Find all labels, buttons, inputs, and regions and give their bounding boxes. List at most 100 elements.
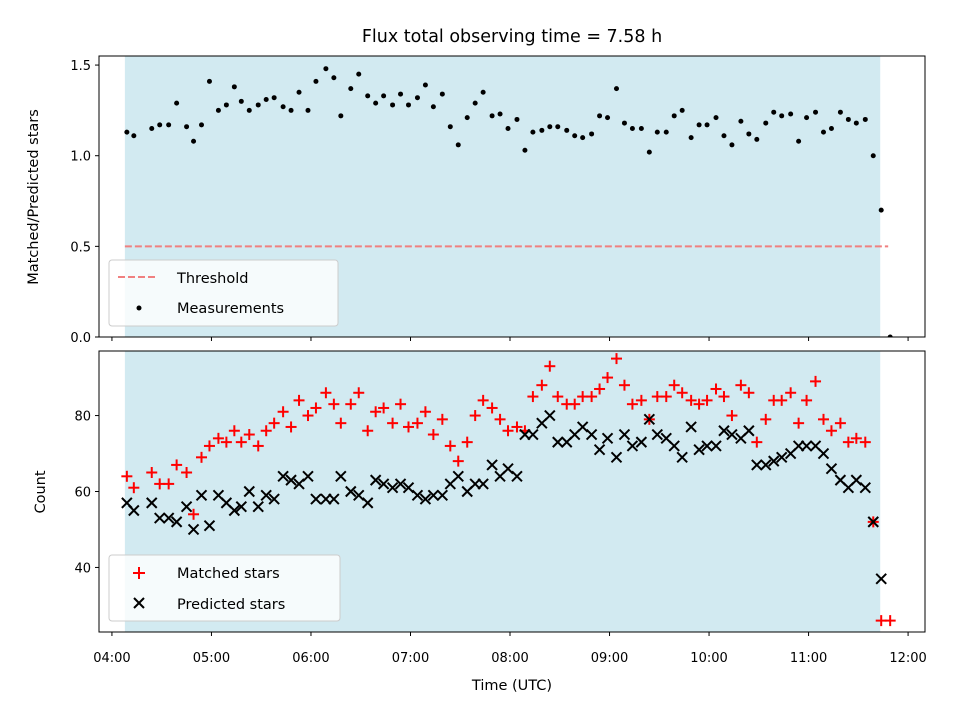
measurement-point (779, 113, 785, 119)
matched-star-point (277, 406, 289, 418)
predicted-star-point (511, 470, 523, 483)
y-tick-label: 1.0 (70, 150, 91, 165)
matched-star-point (801, 394, 813, 406)
predicted-star-point (277, 470, 289, 483)
x-tick-label: 05:00 (193, 651, 230, 666)
measurement-point (738, 118, 744, 124)
measurement-point (837, 109, 843, 115)
matched-star-point (320, 387, 332, 399)
matched-star-point (403, 421, 415, 433)
measurement-point (174, 100, 180, 106)
matched-star-point (668, 379, 680, 391)
count-legend-box (108, 554, 341, 622)
matched-star-point (825, 425, 837, 437)
measurement-point (288, 107, 294, 113)
x-tick-label: 07:00 (392, 651, 429, 666)
measurement-point (530, 129, 536, 135)
measurement-point (157, 122, 163, 128)
y-tick-label: 1.5 (70, 59, 91, 74)
matched-star-point (536, 379, 548, 391)
matched-star-point (444, 440, 456, 452)
predicted-star-point (153, 512, 166, 524)
measurement-point (406, 102, 412, 108)
predicted-star-point (195, 489, 208, 502)
y-tick-label: 40 (74, 561, 91, 576)
predicted-star-point (585, 428, 598, 441)
predicted-star-point (268, 493, 280, 505)
measurement-point (338, 113, 344, 119)
predicted-star-point (825, 463, 838, 475)
time-x-label: Time (UTC) (471, 678, 552, 694)
predicted-star-point (260, 489, 272, 502)
predicted-star-point (377, 478, 390, 490)
matched-star-point (494, 413, 506, 425)
measurement-point (206, 78, 212, 84)
measurement-point (166, 122, 172, 128)
legend-predicted-label: Predicted stars (177, 597, 285, 613)
measurement-point (398, 91, 404, 97)
matched-star-point (228, 425, 240, 437)
predicted-star-point (593, 444, 606, 456)
matched-star-point (693, 398, 705, 410)
measurement-point (184, 124, 190, 130)
matched-star-point (527, 391, 539, 403)
predicted-star-point (775, 451, 788, 464)
matched-star-point (511, 421, 523, 433)
measurement-point (447, 124, 453, 130)
matched-star-point (285, 421, 297, 433)
predicted-star-point (419, 493, 432, 505)
measurement-point (638, 126, 644, 132)
count-panel: 40 60 80 04:00 05:00 06:00 07:00 08:00 09:00 10:… (33, 350, 927, 694)
predicted-star-point (436, 489, 449, 502)
matched-star-point (635, 394, 647, 406)
matched-star-point (436, 413, 448, 425)
matched-star-point (610, 353, 622, 365)
measurement-point (464, 115, 470, 121)
measurement-point (381, 93, 387, 99)
ratio-panel: 0.0 0.5 1.0 1.5 Matched/Predicted stars Thr… (26, 55, 926, 346)
measurement-point (580, 135, 586, 141)
matched-star-point (718, 391, 730, 403)
predicted-star-point (817, 447, 830, 460)
predicted-star-point (310, 493, 322, 505)
predicted-star-point (610, 451, 623, 464)
matched-star-point (594, 383, 606, 395)
predicted-star-point (635, 436, 648, 448)
measurement-point (331, 75, 337, 81)
measurement-point (613, 86, 619, 92)
measurement-point (414, 95, 420, 101)
matched-star-point (128, 482, 140, 494)
predicted-star-point (162, 512, 175, 524)
predicted-star-point (668, 440, 680, 452)
measurement-point (263, 97, 269, 103)
predicted-stars-series (121, 409, 887, 585)
measurement-point (191, 138, 197, 144)
legend-threshold-label: Threshold (176, 271, 248, 287)
matched-star-point (676, 387, 688, 399)
x-tick-label: 04:00 (93, 651, 130, 666)
measurement-point (813, 109, 819, 115)
matched-star-point (171, 459, 183, 471)
predicted-star-point (800, 440, 813, 452)
matched-star-point (387, 417, 399, 429)
measurement-point (238, 98, 244, 104)
measurement-point (589, 131, 595, 137)
matched-star-point (760, 413, 772, 425)
ratio-x-axis (111, 337, 909, 341)
matched-star-point (602, 372, 614, 384)
predicted-star-point (867, 516, 879, 528)
measurement-point (439, 91, 445, 97)
measurement-point (313, 78, 319, 84)
measurement-point (505, 126, 511, 132)
matched-star-point (188, 508, 200, 520)
measurement-point (597, 113, 603, 119)
matched-star-point (502, 425, 514, 437)
matched-star-point (146, 467, 158, 479)
matched-star-point (793, 417, 805, 429)
predicted-star-point (477, 478, 489, 490)
matched-star-point (163, 478, 175, 490)
matched-star-point (810, 375, 822, 387)
matched-star-point (486, 402, 498, 414)
measurement-point (820, 129, 826, 135)
matched-star-point (260, 425, 272, 437)
